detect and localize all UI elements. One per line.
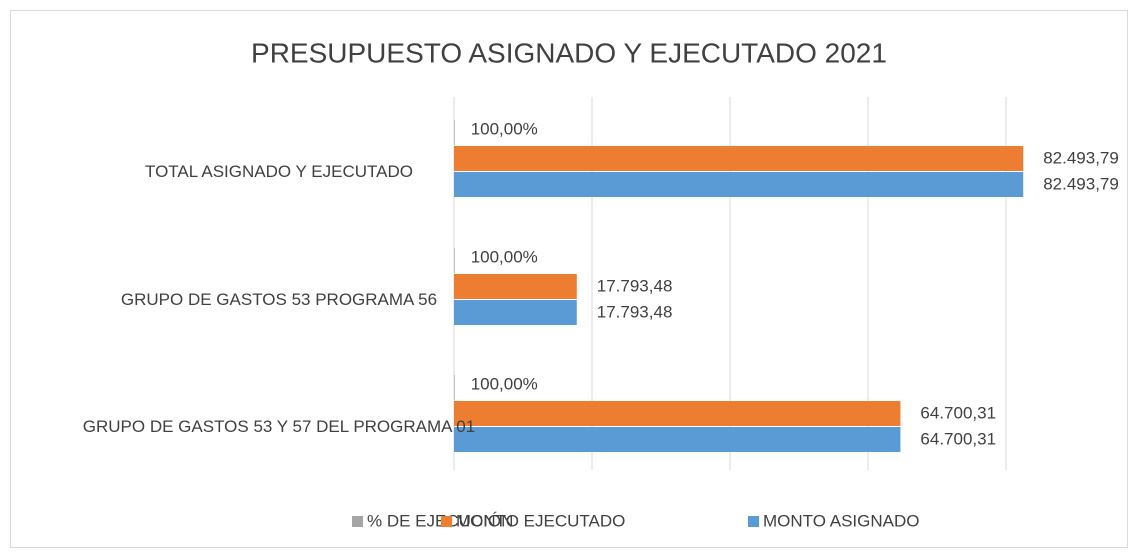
bar bbox=[454, 274, 577, 299]
data-label: 82.493,79 bbox=[1043, 174, 1119, 193]
data-label: 82.493,79 bbox=[1043, 148, 1119, 167]
legend-label: MONTO ASIGNADO bbox=[763, 511, 920, 530]
legend-label: % DE EJECUCIÓN bbox=[367, 511, 513, 530]
data-label: 100,00% bbox=[471, 247, 538, 266]
data-label: 64.700,31 bbox=[920, 403, 996, 422]
bar bbox=[454, 300, 577, 325]
category-label: GRUPO DE GASTOS 53 Y 57 DEL PROGRAMA 01 bbox=[82, 417, 476, 436]
bar bbox=[454, 146, 1024, 171]
data-label: 17.793,48 bbox=[597, 276, 673, 295]
data-label: 100,00% bbox=[471, 119, 538, 138]
data-label: 100,00% bbox=[471, 374, 538, 393]
bar bbox=[454, 375, 455, 400]
data-label: 17.793,48 bbox=[597, 302, 673, 321]
category-label: TOTAL ASIGNADO Y EJECUTADO bbox=[145, 162, 413, 181]
bar bbox=[454, 427, 901, 452]
data-label: 64.700,31 bbox=[920, 429, 996, 448]
bar bbox=[454, 248, 455, 273]
legend-swatch bbox=[352, 516, 363, 527]
legend-swatch bbox=[748, 516, 759, 527]
legend-swatch bbox=[441, 516, 452, 527]
bar bbox=[454, 401, 901, 426]
bar bbox=[454, 172, 1024, 197]
category-label: GRUPO DE GASTOS 53 PROGRAMA 56 bbox=[120, 290, 438, 309]
chart-title: PRESUPUESTO ASIGNADO Y EJECUTADO 2021 bbox=[251, 37, 887, 68]
bar bbox=[454, 120, 455, 145]
legend-label: MONTO EJECUTADO bbox=[456, 511, 625, 530]
